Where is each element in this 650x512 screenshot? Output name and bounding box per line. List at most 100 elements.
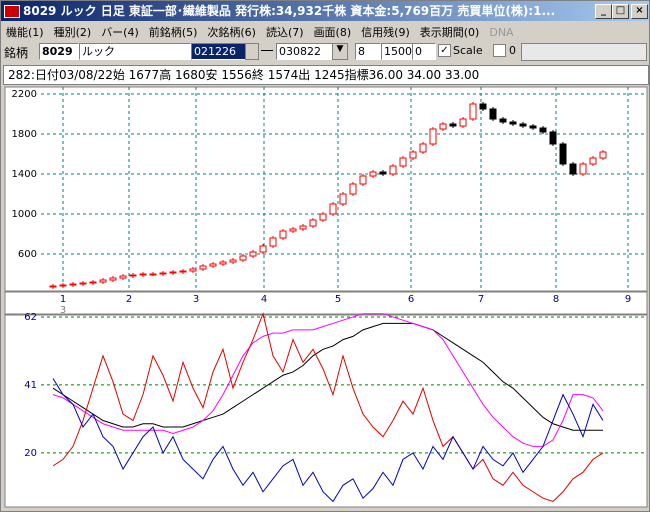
indicator-panel bbox=[4, 314, 648, 508]
candle-body bbox=[109, 277, 117, 281]
candle-body bbox=[189, 268, 197, 272]
y-tick-label: 2200 bbox=[12, 89, 37, 100]
candle-body bbox=[529, 125, 537, 129]
candle-body bbox=[309, 219, 317, 227]
candle-body bbox=[379, 171, 387, 175]
menu-item[interactable]: 機能(1) bbox=[6, 26, 44, 39]
y-tick-label: 600 bbox=[18, 249, 37, 260]
candle-body bbox=[149, 273, 157, 276]
candle-body bbox=[539, 127, 547, 133]
dash bbox=[261, 50, 273, 51]
code-field[interactable]: 8029 bbox=[39, 43, 79, 60]
x-tick-label: 6 bbox=[408, 294, 414, 305]
y-tick-label: 1800 bbox=[12, 129, 37, 140]
indicator-line bbox=[52, 322, 603, 431]
candle-body bbox=[469, 103, 477, 120]
candle-body bbox=[339, 193, 347, 205]
candle-body bbox=[169, 271, 177, 274]
app-icon bbox=[4, 5, 20, 18]
candle-body bbox=[359, 175, 367, 185]
candle-body bbox=[99, 279, 107, 283]
candle-body bbox=[199, 265, 207, 270]
x-note: 3 bbox=[60, 305, 66, 316]
candle-body bbox=[419, 143, 427, 153]
from-field[interactable]: 021226 bbox=[191, 43, 247, 60]
candle-body bbox=[409, 151, 417, 159]
candle-body bbox=[229, 259, 237, 263]
candle-body bbox=[449, 123, 457, 127]
candle-body bbox=[599, 151, 607, 159]
y-tick-label: 62 bbox=[24, 312, 37, 323]
menu-item[interactable]: 読込(7) bbox=[265, 26, 304, 39]
menu-item[interactable]: DNA bbox=[489, 26, 514, 39]
x-tick-label: 7 bbox=[478, 294, 484, 305]
candle-body bbox=[279, 230, 287, 239]
menu-item[interactable]: 種別(2) bbox=[53, 26, 92, 39]
price-panel bbox=[4, 86, 648, 292]
spin-button[interactable] bbox=[245, 43, 259, 60]
candle-body bbox=[209, 263, 217, 267]
checkbox-label: 0 bbox=[509, 44, 516, 57]
candle-body bbox=[509, 121, 517, 125]
candle-body bbox=[579, 163, 587, 175]
menu-item[interactable]: 画面(8) bbox=[313, 26, 352, 39]
indicator-line bbox=[52, 312, 604, 503]
field-3[interactable]: 0 bbox=[412, 43, 436, 60]
x-tick-label: 1 bbox=[60, 294, 66, 305]
menu-item[interactable]: 前銘柄(5) bbox=[148, 26, 198, 39]
x-tick-label: 5 bbox=[335, 294, 341, 305]
candle-body bbox=[49, 285, 57, 288]
candle-body bbox=[389, 165, 397, 175]
candle-body bbox=[139, 273, 147, 276]
menu-bar: 機能(1) 種別(2) バー(4) 前銘柄(5) 次銘柄(6) 読込(7) 画面(8) 信用残… bbox=[1, 22, 649, 40]
candle-body bbox=[59, 284, 67, 287]
scale-checkbox[interactable]: ✓ bbox=[438, 44, 451, 57]
y-tick-label: 41 bbox=[24, 380, 37, 391]
candle-body bbox=[219, 261, 227, 265]
to-field[interactable]: 030822 bbox=[276, 43, 334, 60]
candle-body bbox=[129, 274, 137, 277]
name-field[interactable]: ルック bbox=[79, 43, 191, 60]
y-tick-label: 20 bbox=[24, 448, 37, 459]
x-tick-label: 8 bbox=[553, 294, 559, 305]
close-button[interactable]: × bbox=[631, 4, 648, 19]
candle-body bbox=[269, 237, 277, 247]
maximize-button[interactable]: □ bbox=[612, 4, 629, 19]
candle-body bbox=[89, 281, 97, 284]
candle-body bbox=[549, 131, 557, 145]
candle-body bbox=[489, 108, 497, 120]
title-bar: 8029 ルック 日足 東証一部･繊維製品 発行株:34,932千株 資本金:5… bbox=[1, 1, 649, 21]
scrollbar[interactable] bbox=[521, 43, 647, 61]
candle-body bbox=[249, 251, 257, 257]
candle-body bbox=[159, 272, 167, 275]
menu-item[interactable]: 信用残(9) bbox=[361, 26, 410, 39]
minimize-button[interactable]: _ bbox=[595, 4, 612, 19]
scale-label: Scale bbox=[453, 44, 483, 57]
candle-body bbox=[479, 103, 487, 110]
candle-body bbox=[429, 128, 437, 145]
candle-body bbox=[369, 171, 377, 177]
checkbox[interactable] bbox=[493, 44, 506, 57]
candle-body bbox=[559, 143, 567, 165]
candle-body bbox=[119, 275, 127, 279]
candle-body bbox=[289, 228, 297, 232]
field-1[interactable]: 8 bbox=[355, 43, 381, 60]
x-axis-strip bbox=[4, 291, 648, 315]
y-tick-label: 1000 bbox=[12, 209, 37, 220]
x-tick-label: 3 bbox=[193, 294, 199, 305]
candle-body bbox=[69, 283, 77, 286]
menu-item[interactable]: バー(4) bbox=[101, 26, 139, 39]
candle-body bbox=[299, 225, 307, 230]
candle-body bbox=[519, 123, 527, 127]
candle-body bbox=[349, 183, 357, 195]
candle-body bbox=[319, 213, 327, 221]
indicator-line bbox=[52, 313, 604, 447]
dropdown-button[interactable]: ▼ bbox=[332, 43, 348, 60]
menu-item[interactable]: 表示期間(0) bbox=[419, 26, 480, 39]
candle-body bbox=[179, 270, 187, 273]
y-tick-label: 1400 bbox=[12, 169, 37, 180]
window-title: 8029 ルック 日足 東証一部･繊維製品 発行株:34,932千株 資本金:5… bbox=[23, 4, 556, 18]
menu-item[interactable]: 次銘柄(6) bbox=[207, 26, 256, 39]
